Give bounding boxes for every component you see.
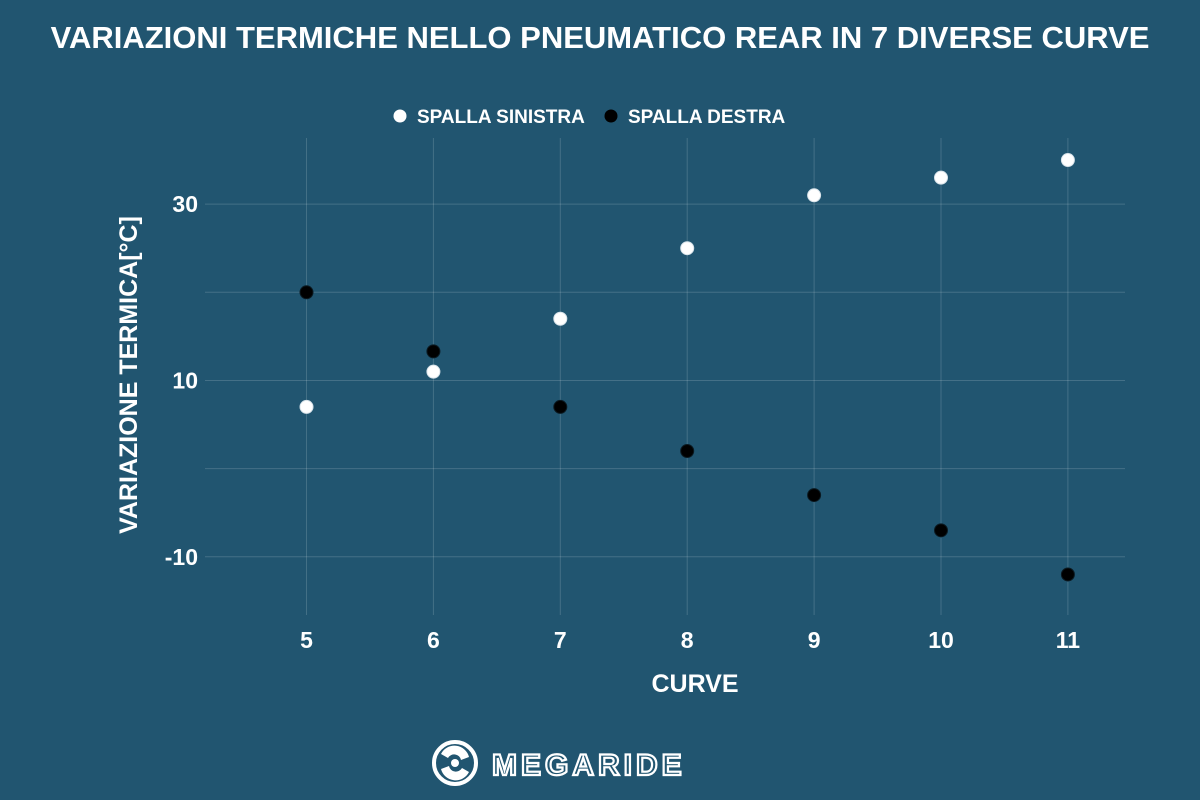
point-spalla-sinistra-8 [680, 241, 695, 256]
y-tick-label-10: 10 [172, 367, 198, 393]
point-spalla-sinistra-6 [426, 364, 441, 379]
point-spalla-sinistra-5 [299, 399, 314, 414]
x-tick-label-10: 10 [928, 627, 954, 653]
point-spalla-destra-11 [1060, 567, 1075, 582]
chart-title: VARIAZIONI TERMICHE NELLO PNEUMATICO REA… [51, 20, 1150, 55]
y-tick-label--10: -10 [165, 544, 198, 570]
point-spalla-destra-10 [934, 523, 948, 538]
grid-lines [205, 138, 1125, 615]
point-spalla-destra-8 [680, 444, 695, 459]
y-tick-label-30: 30 [172, 191, 198, 217]
y-axis-ticks: -10 10 30 [165, 191, 198, 570]
point-spalla-sinistra-9 [807, 188, 822, 203]
legend-marker-spalla-destra [604, 109, 618, 123]
point-spalla-sinistra-7 [553, 311, 568, 326]
data-points [299, 153, 1075, 582]
x-tick-label-6: 6 [427, 627, 440, 653]
legend: SPALLA SINISTRA SPALLA DESTRA [393, 107, 786, 128]
point-spalla-sinistra-10 [934, 170, 948, 185]
x-tick-label-11: 11 [1056, 627, 1081, 653]
point-spalla-sinistra-11 [1060, 153, 1075, 168]
legend-label-spalla-sinistra: SPALLA SINISTRA [417, 107, 585, 128]
megaride-logo-text: MEGARIDE [492, 749, 686, 782]
x-axis-label: CURVE [651, 670, 738, 698]
point-spalla-destra-5 [299, 285, 314, 300]
point-spalla-destra-9 [807, 488, 822, 503]
megaride-logo: MEGARIDE [432, 740, 686, 786]
x-tick-label-7: 7 [554, 627, 567, 653]
point-spalla-destra-7 [553, 399, 568, 414]
x-axis-ticks: 5 6 7 8 9 10 11 [300, 627, 1080, 653]
x-tick-label-8: 8 [681, 627, 694, 653]
megaride-swirl-icon [432, 740, 478, 786]
y-axis-label: VARIAZIONE TERMICA[°C] [115, 216, 143, 534]
legend-label-spalla-destra: SPALLA DESTRA [628, 107, 786, 128]
x-tick-label-9: 9 [808, 627, 821, 653]
x-tick-label-5: 5 [300, 627, 313, 653]
point-spalla-destra-6 [426, 344, 441, 359]
legend-marker-spalla-sinistra [393, 109, 407, 123]
